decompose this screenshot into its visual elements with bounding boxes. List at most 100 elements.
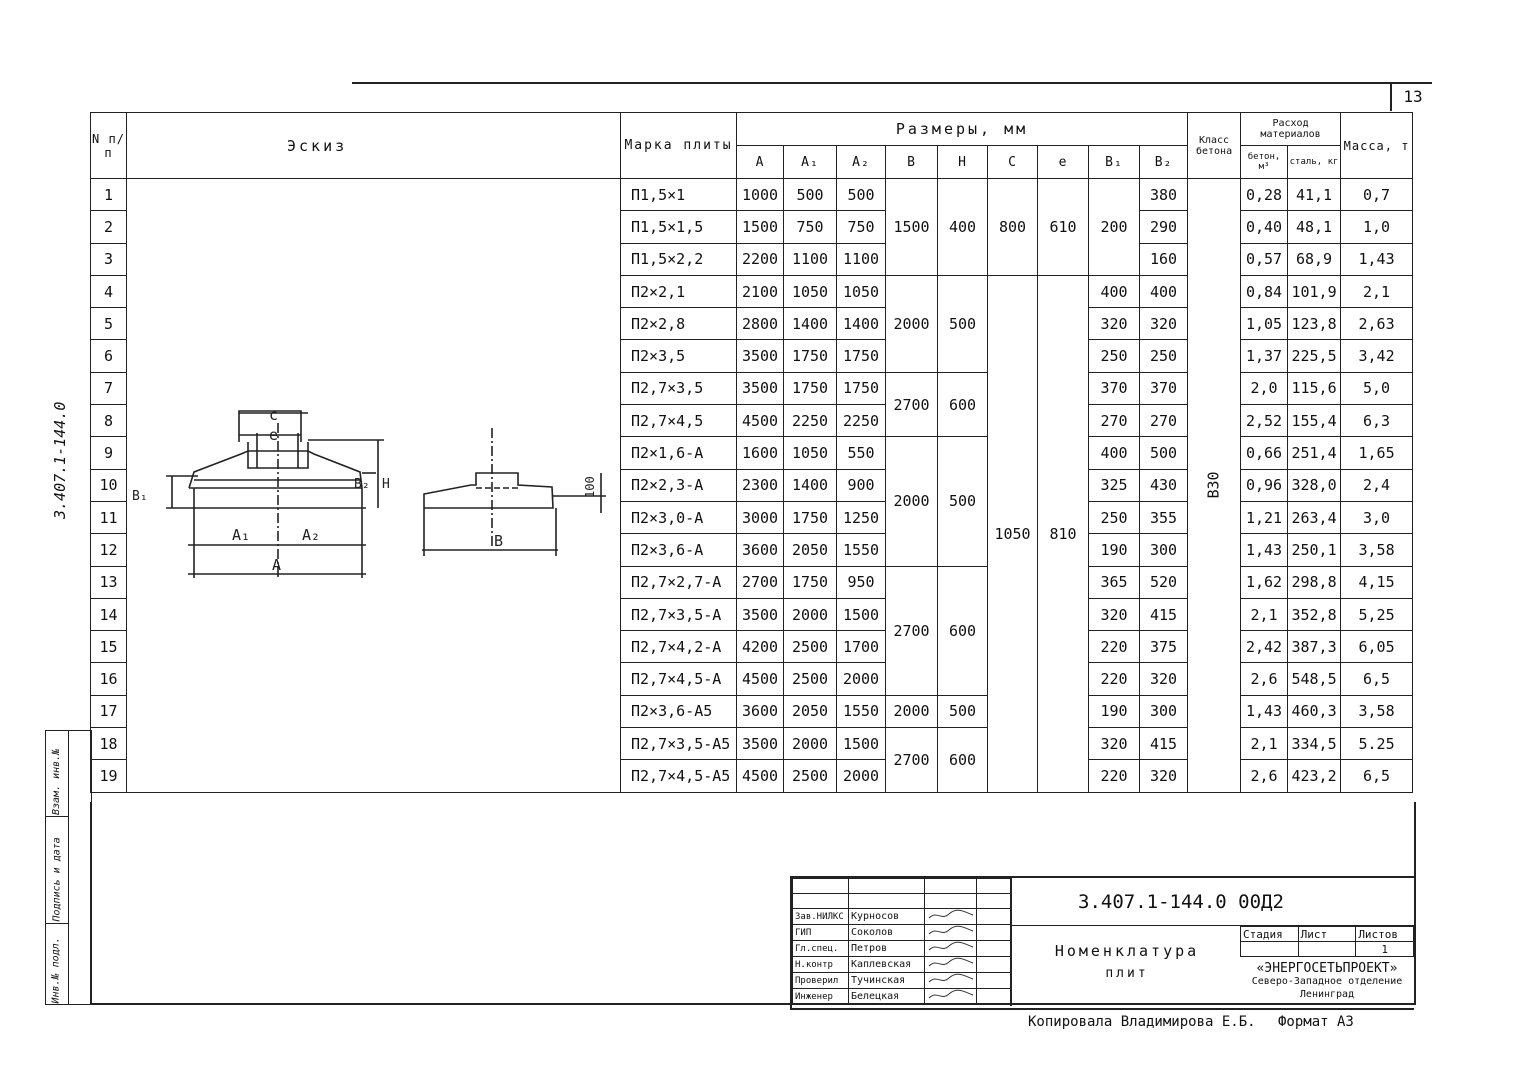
row-number: 2 xyxy=(90,210,127,244)
doc-title: Номенклатура плит xyxy=(1010,926,1242,1006)
row-number: 7 xyxy=(90,371,127,406)
dim-a1: 2000 xyxy=(783,597,837,632)
staff-role: Проверил xyxy=(792,972,849,989)
dim-b2: 430 xyxy=(1138,468,1189,502)
sketch-label-a1: A₁ xyxy=(232,526,250,544)
dim-c: 1050 xyxy=(987,274,1038,793)
dim-a: 3500 xyxy=(736,339,784,373)
dim-b1: 320 xyxy=(1088,307,1140,341)
header-c: C xyxy=(987,145,1038,179)
stamp-signature-date-text: Подпись и дата xyxy=(51,837,63,922)
header-class: Класс бетона xyxy=(1187,112,1242,179)
dim-b1: 190 xyxy=(1088,533,1140,567)
signature-icon xyxy=(928,957,974,967)
stage-value xyxy=(1240,941,1299,957)
steel-mass: 155,4 xyxy=(1287,404,1342,438)
dim-a2: 1700 xyxy=(836,630,886,664)
dim-a: 3500 xyxy=(736,597,784,632)
sketch-label-b2: B₂ xyxy=(354,477,370,492)
dim-a2: 1100 xyxy=(836,242,886,276)
dim-b1: 220 xyxy=(1088,759,1140,793)
plate-mark: П2×3,0-A xyxy=(620,500,737,535)
sketch-label-100: 100 xyxy=(583,476,597,498)
plate-mark: П2×2,1 xyxy=(620,274,737,309)
dim-b1: 365 xyxy=(1088,565,1140,599)
plate-mark: П2,7×3,5 xyxy=(620,371,737,406)
table-row: 19 П2,7×4,5-A5 4500 2500 2000 220 320 2,6 423,2 6… xyxy=(90,759,1414,793)
row-number: 5 xyxy=(90,307,127,341)
sheets-value: 1 xyxy=(1355,941,1414,957)
plate-mass: 6,5 xyxy=(1340,759,1414,793)
header-sketch: Эскиз xyxy=(126,112,621,179)
table-row: 12 П2×3,6-A 3600 2050 1550 190 300 1,43 250,1 3,5… xyxy=(90,533,1414,567)
stage-table: Стадия Лист Листов 1 xyxy=(1240,926,1414,957)
steel-mass: 352,8 xyxy=(1287,597,1342,632)
dim-a2: 950 xyxy=(836,565,886,599)
dim-h: 600 xyxy=(937,565,988,696)
header-dims: Размеры, мм xyxy=(735,112,1189,146)
concrete-volume: 1,43 xyxy=(1240,533,1289,567)
dim-a: 3600 xyxy=(736,694,784,729)
dim-a1: 1050 xyxy=(783,274,837,309)
sketch-label-b: B xyxy=(494,532,503,550)
dim-e: 810 xyxy=(1037,274,1089,793)
row-number: 1 xyxy=(90,177,127,212)
steel-mass: 263,4 xyxy=(1287,500,1342,535)
dim-a: 4500 xyxy=(736,662,784,696)
steel-mass: 334,5 xyxy=(1287,727,1342,761)
header-mark: Марка плиты xyxy=(620,112,737,179)
plate-mark: П2,7×4,5-A xyxy=(620,662,737,696)
dim-b1: 200 xyxy=(1088,178,1140,276)
plate-mark: П2,7×4,5 xyxy=(620,404,737,438)
table-row: 15 П2,7×4,2-A 4200 2500 1700 220 375 2,42 387,3 6… xyxy=(90,630,1414,664)
stamp-replace-inv: Взам. инв.№ xyxy=(46,731,69,817)
dim-b: 2000 xyxy=(885,274,938,373)
dim-a1: 1050 xyxy=(783,436,837,470)
dim-h: 600 xyxy=(937,371,988,438)
steel-mass: 48,1 xyxy=(1287,210,1342,244)
staff-role: Зав.НИЛКС xyxy=(792,908,849,925)
dim-b2: 320 xyxy=(1138,662,1189,696)
dim-b1: 320 xyxy=(1088,597,1140,632)
dim-a1: 2250 xyxy=(783,404,837,438)
signature-icon xyxy=(928,973,974,983)
dim-a: 3500 xyxy=(736,371,784,406)
header-h: H xyxy=(937,145,988,179)
staff-row: Н.контр Каплевская xyxy=(792,956,1011,973)
plate-nomenclature-table: N п/п Эскиз Марка плиты Размеры, мм Клас… xyxy=(90,112,1414,793)
dim-a2: 750 xyxy=(836,210,886,244)
stamp-inv-orig: Инв.№ подл. xyxy=(46,924,69,1004)
sheet-label: Лист xyxy=(1297,926,1357,942)
dim-b2: 415 xyxy=(1138,727,1189,761)
header-b: B xyxy=(885,145,938,179)
dim-a1: 1750 xyxy=(783,500,837,535)
dim-a2: 1750 xyxy=(836,371,886,406)
dim-b: 2000 xyxy=(885,694,938,729)
row-number: 4 xyxy=(90,274,127,309)
stamp-inv-orig-text: Инв.№ подл. xyxy=(50,937,62,1004)
dim-b: 2700 xyxy=(885,727,938,793)
sketch-label-a2: A₂ xyxy=(302,526,320,544)
table-row: 8 П2,7×4,5 4500 2250 2250 270 270 2,52 155,4 6,3 xyxy=(90,404,1414,438)
signature-icon xyxy=(928,989,974,999)
sketch-label-b1: B₁ xyxy=(132,489,148,504)
plate-mass: 3,0 xyxy=(1340,500,1414,535)
plate-mark: П1,5×2,2 xyxy=(620,242,737,276)
doc-title-line1: Номенклатура xyxy=(1054,942,1200,960)
dim-b1: 270 xyxy=(1088,404,1140,438)
side-code: 3.407.1-144.0 xyxy=(40,380,80,520)
table-row: 10 П2×2,3-A 2300 1400 900 325 430 0,96 328,0 2,4 xyxy=(90,468,1414,502)
row-number: 19 xyxy=(90,759,127,793)
steel-mass: 423,2 xyxy=(1287,759,1342,793)
steel-mass: 460,3 xyxy=(1287,694,1342,729)
staff-row: Гл.спец. Петров xyxy=(792,940,1011,957)
concrete-class: B30 xyxy=(1205,471,1224,499)
dim-a: 1500 xyxy=(736,210,784,244)
staff-name: Тучинская xyxy=(848,972,925,989)
dim-a1: 2500 xyxy=(783,759,837,793)
dim-b2: 320 xyxy=(1138,759,1189,793)
plate-mass: 1,65 xyxy=(1340,436,1414,470)
dim-a: 4500 xyxy=(736,759,784,793)
dim-a2: 2000 xyxy=(836,759,886,793)
dim-a: 2100 xyxy=(736,274,784,309)
